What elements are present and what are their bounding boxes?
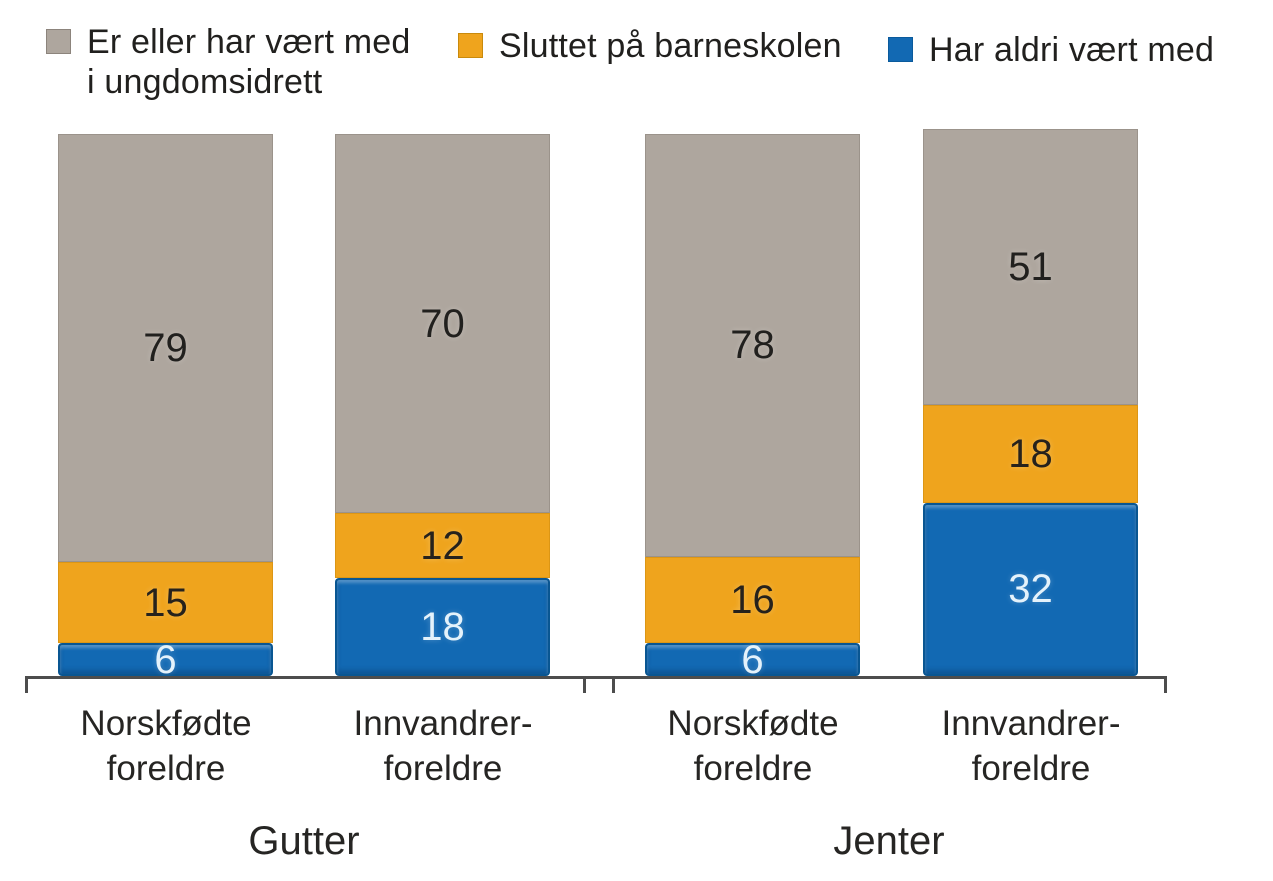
bar-segment: 70 [335,134,550,514]
bar-segment: 15 [58,562,273,644]
legend-swatch-orange-icon [458,33,483,58]
bar-segment: 12 [335,513,550,579]
legend-item-ungdomsidrett: Er eller har vært med i ungdomsidrett [46,22,411,102]
x-axis-tick [25,676,28,693]
bar-value-label: 79 [143,326,188,371]
bar-segment: 18 [335,578,550,676]
bar-segment: 51 [923,128,1138,405]
group-label-gutter: Gutter [248,819,360,863]
legend-item-sluttet: Sluttet på barneskolen [458,26,842,66]
legend-label: Har aldri vært med [929,31,1215,69]
bar-segment: 16 [645,556,860,644]
bar-value-label: 32 [1008,567,1053,612]
bar-segment: 79 [58,134,273,563]
bar-value-label: 70 [420,301,465,346]
legend-label: Sluttet på barneskolen [499,27,842,65]
bar-value-label: 15 [143,580,188,625]
legend-swatch-blue-icon [888,37,913,62]
legend-swatch-gray-icon [46,29,71,54]
category-label-gutter-norskfodte: Norskfødte foreldre [80,704,252,788]
category-label-jenter-norskfodte: Norskfødte foreldre [667,704,839,788]
category-label-gutter-innvandrer: Innvandrer- foreldre [353,704,533,788]
bar-value-label: 12 [420,523,465,568]
bar-segment: 32 [923,502,1138,676]
x-axis-tick [583,676,586,693]
bar-value-label: 18 [1008,431,1053,476]
bar-value-label: 6 [741,637,764,682]
x-axis-tick [612,676,615,693]
bar-value-label: 18 [420,605,465,650]
bar-segment: 78 [645,134,860,557]
bar-segment: 18 [923,405,1138,503]
category-label-jenter-innvandrer: Innvandrer- foreldre [941,704,1121,788]
group-label-jenter: Jenter [833,819,945,863]
bar-value-label: 16 [730,578,775,623]
bar-segment: 6 [645,640,860,680]
legend-item-aldri: Har aldri vært med [888,30,1214,70]
legend-label: Er eller har vært med i ungdomsidrett [87,23,411,101]
bar-value-label: 78 [730,323,775,368]
x-axis-line [25,676,1167,679]
bar-value-label: 6 [154,637,177,682]
x-axis-tick [1164,676,1167,693]
bar-segment: 6 [58,640,273,680]
bar-value-label: 51 [1008,244,1053,289]
